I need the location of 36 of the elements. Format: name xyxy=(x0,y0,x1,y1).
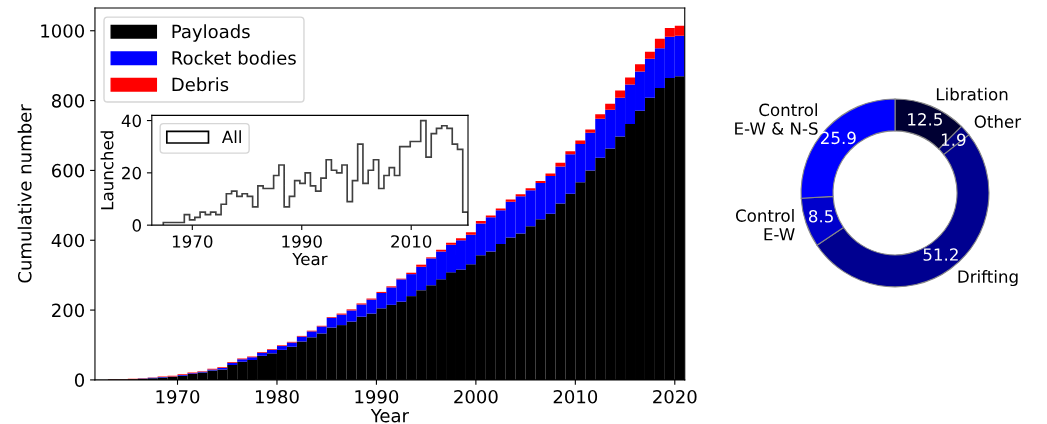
y-tick-label: 0 xyxy=(132,219,141,232)
slice-label: Drifting xyxy=(958,269,1018,287)
x-tick-label: 1970 xyxy=(156,389,200,404)
y-axis-title: Cumulative number xyxy=(17,104,32,283)
legend-label: Rocket bodies xyxy=(172,50,296,65)
slice-label: Control E-W xyxy=(735,208,795,241)
y-tick-label: 0 xyxy=(74,373,85,388)
x-axis-title: Year xyxy=(292,252,328,266)
data-label: 1.9 xyxy=(941,133,966,146)
x-tick-label: 1980 xyxy=(255,389,299,404)
y-tick-label: 1000 xyxy=(41,24,85,38)
legend-label: All xyxy=(221,130,241,143)
x-tick-label: 1990 xyxy=(355,389,399,404)
data-label: 51.2 xyxy=(923,248,958,261)
slice-label: Other xyxy=(974,115,1022,128)
data-label: 25.9 xyxy=(821,131,856,145)
y-tick-label: 40 xyxy=(121,114,141,128)
legend-label: Payloads xyxy=(172,24,250,42)
data-label: 12.5 xyxy=(908,113,942,126)
y-tick-label: 200 xyxy=(52,303,85,318)
x-axis-title: Year xyxy=(370,409,409,423)
y-tick-label: 20 xyxy=(122,166,141,180)
y-tick-label: 600 xyxy=(52,163,85,178)
x-tick-label: 2010 xyxy=(391,235,432,248)
x-tick-label: 1990 xyxy=(282,235,322,248)
slice-label: Libration xyxy=(936,87,1008,101)
legend-label: Debris xyxy=(172,77,229,92)
slice-label: Control E-W & N-S xyxy=(735,103,818,135)
y-tick-label: 800 xyxy=(52,94,85,108)
data-label: 8.5 xyxy=(808,209,833,223)
y-tick-label: 400 xyxy=(51,233,85,248)
y-axis-title: Launched xyxy=(100,131,114,210)
x-tick-label: 2000 xyxy=(454,389,498,404)
x-tick-label: 2020 xyxy=(653,389,697,404)
x-tick-label: 2010 xyxy=(553,389,598,404)
x-tick-label: 1970 xyxy=(172,235,213,248)
